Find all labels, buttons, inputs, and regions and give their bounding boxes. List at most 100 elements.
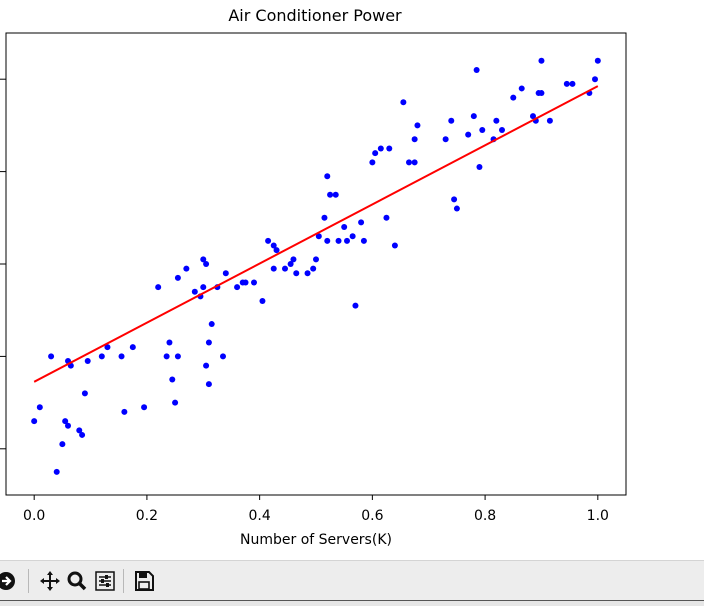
data-point (169, 376, 176, 383)
data-point (174, 353, 181, 360)
data-point (411, 159, 418, 166)
data-point (510, 94, 517, 101)
data-point (451, 196, 458, 203)
data-point (465, 131, 472, 138)
data-point (282, 265, 288, 272)
data-point (203, 362, 210, 369)
data-point (358, 219, 365, 226)
data-point (48, 353, 55, 360)
status-bar (0, 600, 704, 606)
data-point (377, 145, 384, 152)
data-point (592, 76, 598, 83)
data-point (172, 399, 179, 406)
toolbar-separator (123, 569, 124, 593)
data-point (76, 427, 83, 434)
data-point (530, 113, 536, 120)
zoom-icon[interactable] (63, 567, 91, 595)
data-point (129, 344, 136, 351)
data-point (360, 237, 367, 244)
data-point (273, 247, 280, 254)
data-point (203, 261, 210, 267)
data-point (391, 242, 398, 249)
data-point (476, 163, 483, 170)
data-point (163, 353, 170, 360)
data-point (31, 418, 38, 425)
data-point (569, 80, 576, 87)
x-tick-label: 0.8 (474, 508, 496, 524)
data-point (141, 404, 148, 411)
data-point (84, 358, 91, 365)
configure-subplots-icon[interactable] (91, 567, 119, 595)
data-point (352, 302, 359, 309)
data-point (538, 90, 545, 97)
data-point (372, 150, 379, 157)
x-axis-label: Number of Servers(K) (240, 532, 392, 548)
toolbar-separator (28, 569, 29, 593)
data-point (594, 57, 601, 64)
data-point (65, 422, 71, 429)
data-point (121, 408, 128, 415)
x-tick-label: 0.4 (249, 508, 271, 524)
data-point (313, 256, 319, 263)
regression-line (33, 85, 599, 383)
data-point (270, 265, 277, 272)
data-point (315, 233, 322, 240)
data-point (205, 381, 212, 388)
chart-title: Air Conditioner Power (228, 6, 402, 25)
y-axis-ticks (0, 78, 6, 450)
data-point (104, 344, 111, 351)
data-point (406, 159, 412, 166)
data-point (400, 99, 407, 106)
data-point (344, 237, 350, 244)
save-icon[interactable] (130, 567, 158, 595)
data-point (81, 390, 88, 397)
plot-area (5, 32, 627, 496)
pan-icon[interactable] (36, 567, 64, 595)
chart-figure: 0.0 0.2 0.4 0.6 0.8 1.0 Air Conditioner Power… (0, 6, 627, 548)
data-point (304, 270, 311, 277)
data-point (251, 279, 257, 286)
forward-arrow-icon[interactable] (0, 567, 20, 595)
data-point (546, 117, 553, 124)
data-point (324, 237, 331, 244)
data-point (386, 145, 393, 152)
data-point (200, 284, 207, 291)
data-point (448, 117, 455, 124)
data-point (499, 127, 505, 134)
data-point (183, 265, 190, 272)
data-point (174, 274, 181, 281)
x-tick-label: 0.2 (136, 508, 158, 524)
data-point (222, 270, 229, 277)
data-point (205, 339, 212, 346)
x-tick-label: 0.0 (23, 508, 45, 524)
x-axis-ticks: 0.0 0.2 0.4 0.6 0.8 1.0 (23, 495, 609, 524)
data-point (118, 353, 125, 360)
data-point (270, 242, 277, 249)
data-point (332, 191, 339, 198)
data-point (293, 270, 300, 277)
data-point (383, 214, 390, 221)
data-point (538, 57, 545, 64)
data-point (290, 256, 297, 263)
x-tick-label: 0.6 (361, 508, 383, 524)
data-point (493, 117, 500, 124)
data-point (62, 418, 69, 425)
data-point (59, 441, 66, 448)
data-point (310, 265, 317, 272)
data-point (36, 404, 43, 411)
data-point (349, 233, 356, 240)
data-point (453, 205, 460, 212)
x-tick-label: 1.0 (587, 508, 609, 524)
data-point (191, 288, 198, 295)
data-point (287, 261, 294, 267)
data-point (98, 353, 105, 360)
data-point (200, 256, 207, 263)
data-point (442, 136, 449, 143)
data-point (473, 66, 480, 73)
data-point (53, 468, 60, 475)
data-point (259, 297, 266, 304)
data-point (321, 214, 328, 221)
data-point (335, 237, 342, 244)
data-point (242, 279, 249, 286)
data-point (220, 353, 226, 360)
